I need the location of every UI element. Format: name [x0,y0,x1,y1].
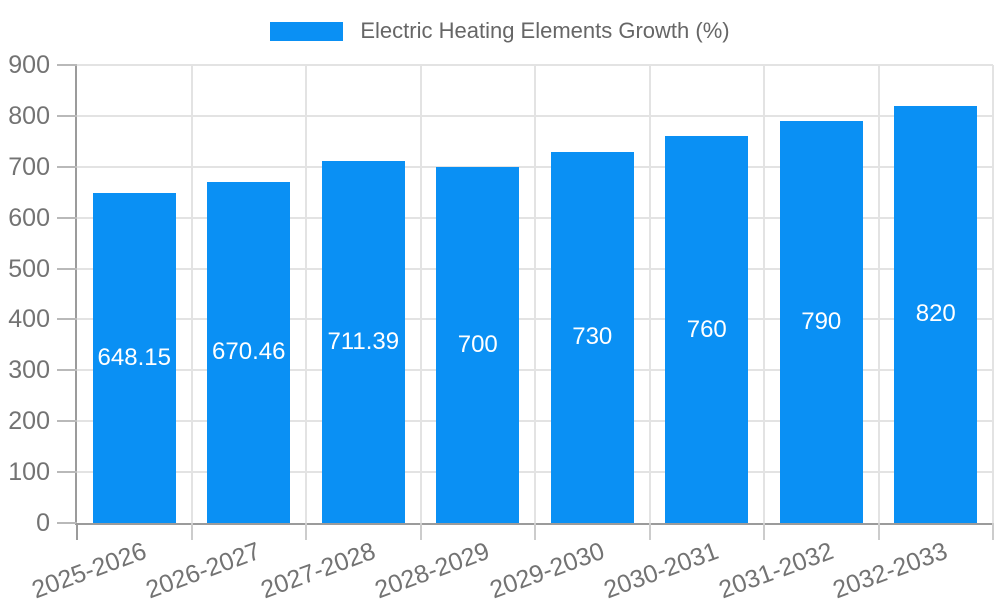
x-tick-mark [534,523,536,540]
v-gridline [992,65,994,523]
v-gridline [648,65,651,523]
x-tick-mark [992,523,994,540]
y-axis-tick-label: 600 [8,203,50,232]
y-axis-tick-label: 500 [8,254,50,283]
y-axis-tick-label: 800 [8,101,50,130]
y-tick-mark [57,64,77,66]
y-tick-mark [57,318,77,321]
bar-value-label: 711.39 [327,327,400,355]
y-tick-mark [57,114,77,117]
bar[interactable]: 790 [779,120,863,523]
bar-value-label: 820 [915,300,956,328]
bar-value-label: 670.46 [212,338,286,366]
bar-value-label: 790 [801,307,842,335]
bar[interactable]: 648.15 [92,193,176,523]
v-gridline [305,65,307,523]
legend-item[interactable]: Electric Heating Elements Growth (%) [0,18,1000,44]
x-tick-mark [190,523,193,540]
legend-label: Electric Heating Elements Growth (%) [360,18,730,43]
x-tick-mark [648,523,651,540]
bar[interactable]: 760 [665,136,749,523]
bar-value-label: 648.15 [97,344,171,372]
y-tick-mark [57,420,77,423]
bar[interactable]: 820 [894,105,978,523]
x-tick-mark [419,523,422,540]
y-axis-tick-label: 200 [8,407,50,436]
v-gridline [534,65,536,523]
x-tick-mark [305,523,307,540]
v-gridline [763,65,765,523]
x-axis-tick-label: 2025-2026 [27,537,150,600]
x-axis-tick-label: 2027-2028 [256,537,379,600]
y-tick-mark [57,522,77,524]
y-tick-mark [57,165,77,168]
v-gridline [190,65,193,523]
bar[interactable]: 711.39 [321,160,405,523]
x-axis-tick-label: 2028-2029 [371,537,494,600]
x-axis-tick-label: 2029-2030 [485,537,608,600]
bar[interactable]: 730 [550,151,634,523]
plot-area: 0 100 200 300 400 500 600 700 800 900 648.15 2025-2… [8,51,994,600]
bar-value-label: 730 [572,323,613,351]
y-axis-tick-label: 0 [36,509,50,537]
bar[interactable]: 670.46 [207,181,291,523]
x-axis-tick-label: 2032-2033 [829,537,952,600]
x-tick-mark [763,523,765,540]
y-tick-mark [57,369,77,372]
bar[interactable]: 700 [436,166,520,523]
y-axis-tick-label: 100 [8,458,50,487]
y-axis-tick-label: 700 [8,152,50,181]
bar-value-label: 760 [686,315,727,343]
x-axis-tick-label: 2026-2027 [142,537,265,600]
y-axis-tick-label: 400 [8,305,50,334]
legend-swatch-icon [270,21,344,41]
y-tick-mark [57,471,77,474]
v-gridline [877,65,880,523]
y-tick-mark [57,216,77,219]
y-axis-tick-label: 900 [8,51,50,79]
x-tick-mark [76,523,78,540]
v-gridline [419,65,422,523]
x-axis-tick-label: 2031-2032 [714,537,837,600]
x-axis-tick-label: 2030-2031 [600,537,723,600]
y-axis-tick-label: 300 [8,356,50,385]
y-tick-mark [57,267,77,270]
x-tick-mark [877,523,880,540]
bar-value-label: 700 [457,330,498,358]
